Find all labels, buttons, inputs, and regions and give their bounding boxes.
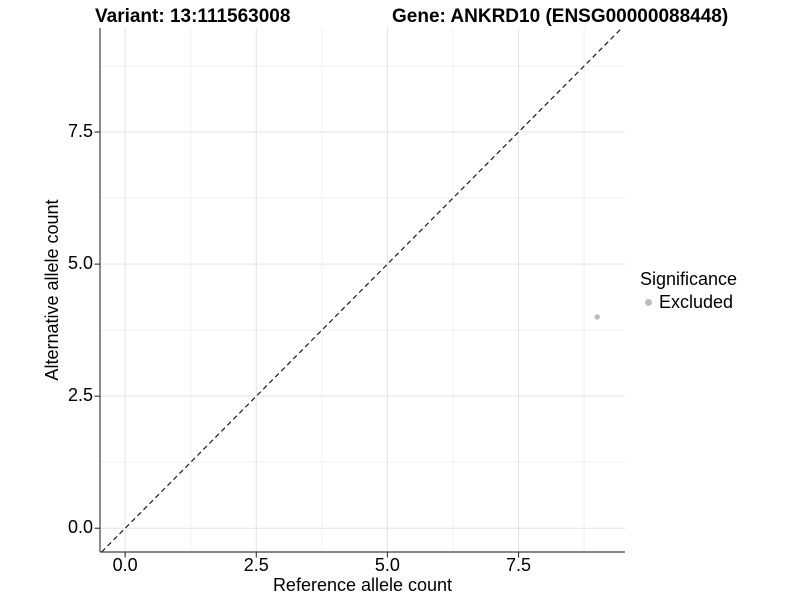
- x-tick-label: 5.0: [374, 555, 400, 575]
- y-tick-label: 2.5: [67, 385, 93, 406]
- data-point: [594, 314, 600, 320]
- plot-title-gene: Gene: ANKRD10 (ENSG00000088448): [392, 6, 729, 27]
- y-tick-label: 5.0: [67, 253, 93, 274]
- legend-entry-excluded: Excluded: [640, 291, 737, 313]
- y-axis-title: Alternative allele count: [42, 199, 62, 381]
- x-tick-label: 0.0: [112, 555, 138, 575]
- legend-point-icon: [645, 299, 652, 307]
- identity-reference-line: [101, 27, 623, 553]
- y-tick-label: 0.0: [67, 517, 93, 538]
- plot-title-variant: Variant: 13:111563008: [95, 6, 291, 27]
- x-tick-label: 7.5: [506, 555, 532, 575]
- x-tick-label: 2.5: [243, 555, 269, 575]
- legend: Significance Excluded: [640, 269, 738, 313]
- legend-title: Significance: [640, 269, 738, 289]
- legend-entry-label: Excluded: [659, 291, 734, 312]
- y-tick-label: 7.5: [67, 121, 93, 142]
- x-axis-title: Reference allele count: [272, 575, 453, 595]
